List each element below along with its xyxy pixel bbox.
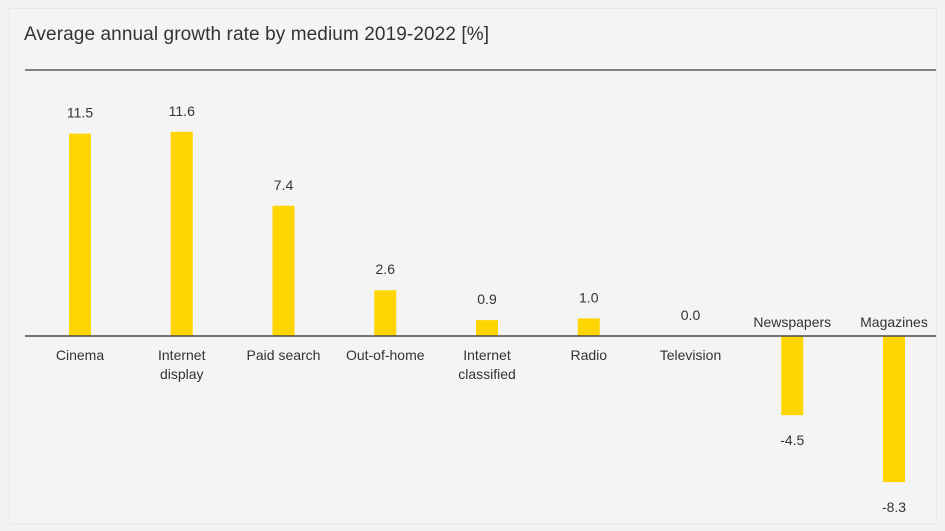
bar-magazines [883,336,905,483]
bar-cinema [69,133,91,336]
category-label-television: Television [660,347,721,363]
category-label-radio: Radio [570,347,607,363]
value-label-cinema: 11.5 [67,105,93,121]
bar-newspapers [781,336,804,416]
bar-out-of-home [374,290,397,336]
value-label-radio: 1.0 [579,289,599,305]
category-label-cinema: Cinema [56,347,104,363]
bar-internet-classified [476,320,498,336]
category-label-paid-search: Paid search [247,347,321,363]
bar-radio [577,318,600,336]
category-label-magazines: Magazines [860,314,928,330]
bar-paid-search [272,205,295,336]
value-label-internet-display: 11.6 [169,103,195,119]
value-label-newspapers: -4.5 [780,432,804,448]
value-label-television: 0.0 [681,307,701,323]
labels-group: 11.5 Cinema 11.6 Internet display 7.4 Paid sea… [56,103,928,515]
category-label-out-of-home: Out-of-home [346,347,425,363]
value-label-paid-search: 7.4 [274,177,294,193]
category-label-internet-display: Internet display [158,347,206,382]
chart-title: Average annual growth rate by medium 201… [24,24,490,45]
value-label-internet-classified: 0.9 [477,291,497,307]
bar-internet-display [170,131,193,336]
category-label-newspapers: Newspapers [753,314,831,330]
chart-panel [9,8,937,524]
value-label-out-of-home: 2.6 [376,261,396,277]
bars-group [69,131,905,483]
value-label-magazines: -8.3 [882,499,906,515]
category-label-internet-classified: Internet classified [458,347,516,382]
